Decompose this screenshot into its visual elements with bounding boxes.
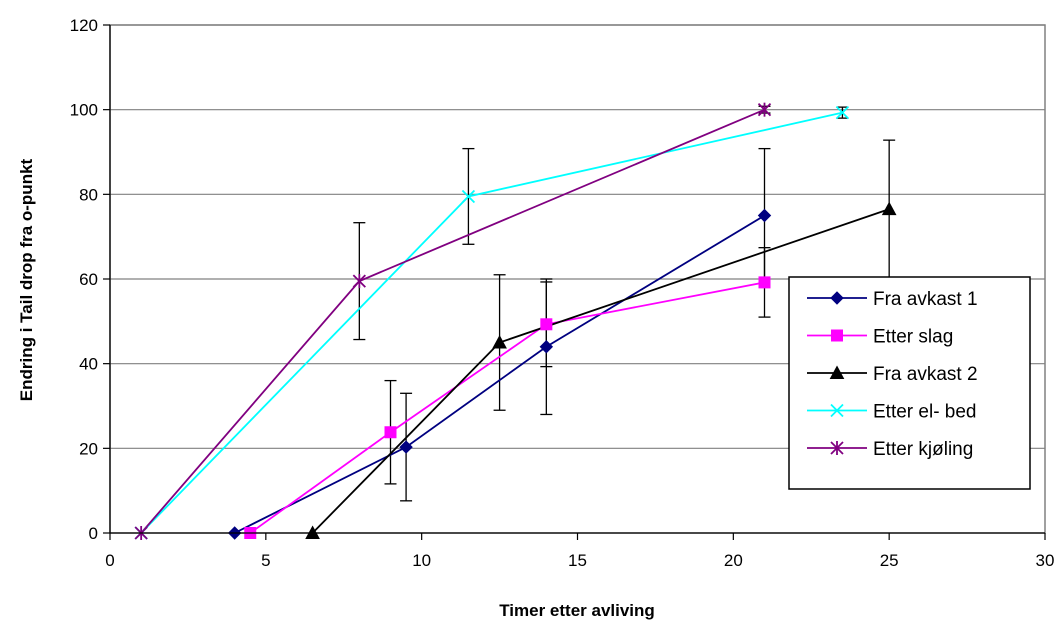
series-markers xyxy=(134,102,897,540)
y-tick-label: 80 xyxy=(79,185,98,204)
data-point xyxy=(461,189,476,204)
data-point xyxy=(881,201,897,216)
legend-label: Etter slag xyxy=(873,327,953,348)
legend-marker xyxy=(830,291,844,305)
series-line-4 xyxy=(140,111,843,534)
x-tick-label: 15 xyxy=(568,551,587,570)
data-point xyxy=(399,440,413,454)
x-tick-label: 25 xyxy=(880,551,899,570)
legend-item-4: Etter el- bed xyxy=(807,402,977,423)
x-axis-title: Timer etter avliving xyxy=(499,601,655,620)
marker-stroke xyxy=(461,189,476,204)
legend-item-1: Fra avkast 1 xyxy=(807,289,978,310)
legend-box xyxy=(788,276,1031,490)
legend-label: Etter kjøling xyxy=(873,439,973,460)
legend-item-5: Etter kjøling xyxy=(807,439,973,460)
series-line-2 xyxy=(249,281,765,534)
x-tick-label: 20 xyxy=(724,551,743,570)
legend-marker xyxy=(831,329,843,342)
x-tick-label: 30 xyxy=(1036,551,1055,570)
y-tick-label: 20 xyxy=(79,439,98,458)
x-tick-label: 0 xyxy=(105,551,114,570)
data-point xyxy=(757,102,772,117)
legend-item-2: Etter slag xyxy=(807,327,953,348)
legend-marker xyxy=(830,441,844,455)
series-line-1 xyxy=(234,214,765,534)
data-point xyxy=(352,274,366,289)
legend-marker xyxy=(830,403,844,418)
y-axis-title: Endring i Tail drop fra o-punkt xyxy=(17,158,36,401)
data-point xyxy=(758,276,771,289)
data-point xyxy=(492,334,507,349)
data-point xyxy=(540,318,553,331)
legend-marker xyxy=(829,365,845,379)
x-tick-label: 5 xyxy=(261,551,270,570)
y-tick-label: 40 xyxy=(79,355,98,374)
marker-stroke xyxy=(835,105,850,120)
series-lines xyxy=(140,108,890,534)
marker-stroke xyxy=(830,403,844,418)
y-tick-label: 0 xyxy=(89,524,98,543)
data-point xyxy=(384,426,397,439)
legend-item-3: Fra avkast 2 xyxy=(807,364,978,385)
data-point xyxy=(835,105,850,120)
legend-label: Fra avkast 1 xyxy=(873,289,978,310)
data-point xyxy=(539,340,554,354)
y-tick-label: 60 xyxy=(79,270,98,289)
y-tick-label: 120 xyxy=(70,16,98,35)
axes: 0 20 40 60 80 100 120 0 5 10 15 20 25 30 xyxy=(70,16,1055,570)
legend: Fra avkast 1 Etter slag Fra avkast 2 Etter … xyxy=(788,276,1031,490)
x-tick-label: 10 xyxy=(412,551,431,570)
legend-label: Fra avkast 2 xyxy=(873,364,978,385)
legend-label: Etter el- bed xyxy=(873,402,977,423)
data-point xyxy=(757,208,772,223)
y-tick-label: 100 xyxy=(70,101,98,120)
series-line-5 xyxy=(140,108,765,534)
